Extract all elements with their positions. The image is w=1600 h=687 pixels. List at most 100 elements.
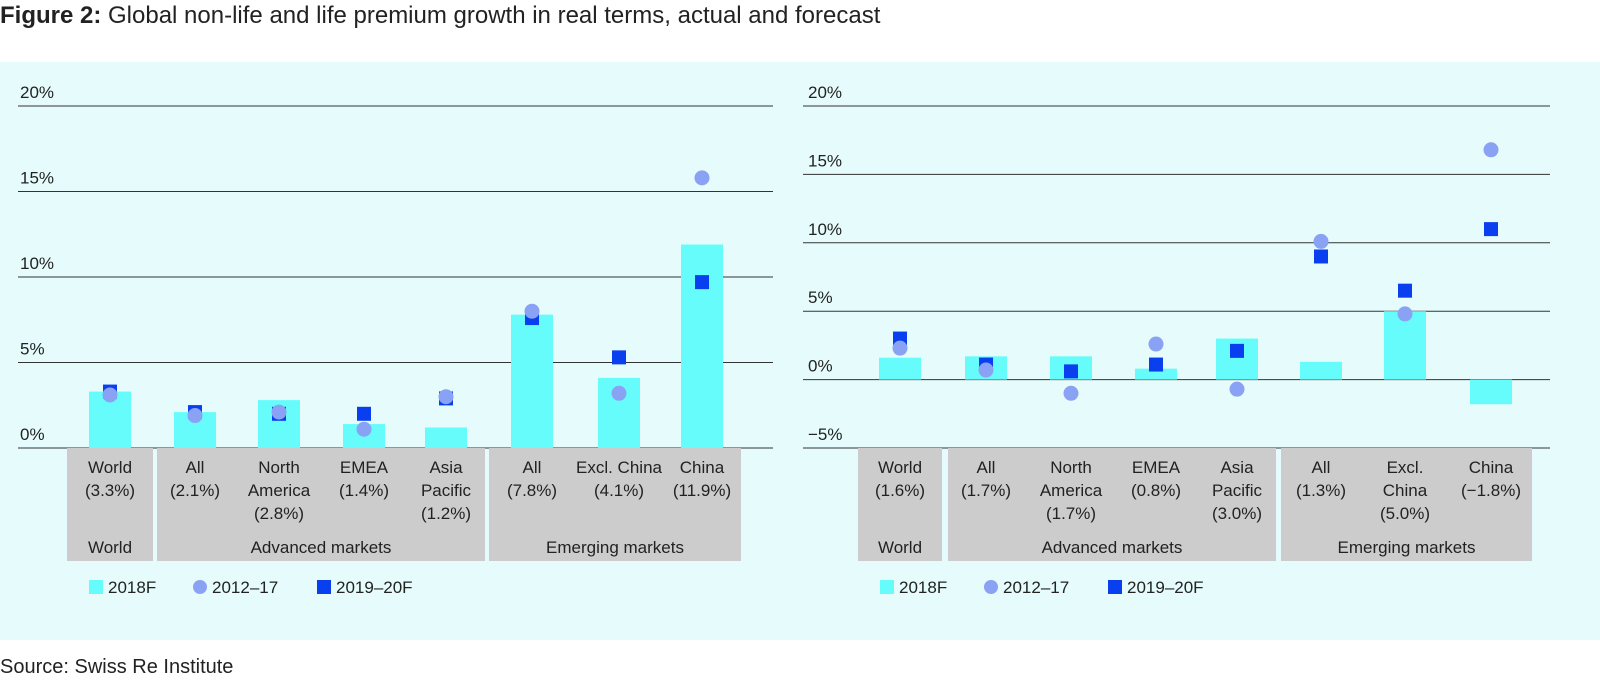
marker-2019-20f — [695, 275, 709, 290]
category-label: EMEA (0.8%) — [1131, 458, 1181, 500]
category-label-line: All — [186, 458, 205, 477]
figure-title: Figure 2: Global non-life and life premi… — [0, 2, 880, 30]
y-tick-label: 0% — [808, 357, 833, 376]
category-label-line: All — [977, 458, 996, 477]
y-tick-label: 0% — [20, 425, 45, 444]
category-label-line: (1.3%) — [1296, 481, 1346, 500]
category-label: All (7.8%) — [507, 458, 557, 500]
category-group-label: Emerging markets — [1338, 538, 1476, 557]
y-tick-label: 5% — [808, 288, 833, 307]
marker-2019-20f — [1064, 364, 1078, 379]
y-tick-label: 10% — [808, 220, 842, 239]
category-group-label: Advanced markets — [251, 538, 392, 557]
legend-swatch-circle — [193, 580, 207, 594]
bar-2018f — [879, 357, 921, 380]
category-label: China (11.9%) — [673, 458, 731, 500]
marker-2019-20f — [612, 350, 626, 365]
category-label-line: (2.1%) — [170, 481, 220, 500]
category-label-line: (1.6%) — [875, 481, 925, 500]
category-label: World (1.6%) — [875, 458, 925, 500]
legend-swatch-bar — [880, 580, 894, 594]
marker-2012-17 — [1313, 233, 1329, 249]
category-label-line: North — [258, 458, 300, 477]
legend-label: 2018F — [108, 578, 156, 597]
legend-label: 2019–20F — [336, 578, 413, 597]
marker-2012-17 — [694, 170, 710, 186]
category-label-line: (7.8%) — [507, 481, 557, 500]
bar-2018f — [1300, 361, 1342, 380]
marker-2019-20f — [1398, 283, 1412, 298]
bar-2018f — [1135, 368, 1177, 380]
legend-label: 2012–17 — [1003, 578, 1069, 597]
y-tick-label: 15% — [808, 151, 842, 170]
bar-2018f — [425, 427, 467, 448]
marker-2012-17 — [438, 389, 454, 405]
category-label-line: EMEA — [340, 458, 389, 477]
category-label: Excl. China (5.0%) — [1380, 458, 1430, 523]
category-label-line: Excl. China — [576, 458, 663, 477]
marker-2012-17 — [978, 362, 994, 378]
category-label: All (2.1%) — [170, 458, 220, 500]
marker-2019-20f — [1149, 357, 1163, 372]
category-label-line: (1.4%) — [339, 481, 389, 500]
chart-left: 0% 5% 10% 15% 20% World Advanced markets Emergi… — [18, 83, 773, 597]
y-tick-label: 20% — [808, 83, 842, 102]
category-group-label: Advanced markets — [1042, 538, 1183, 557]
legend-swatch-bar — [89, 580, 103, 594]
category-label-line: (4.1%) — [594, 481, 644, 500]
category-label: All (1.7%) — [961, 458, 1011, 500]
category-group-box — [157, 448, 485, 561]
marker-2012-17 — [1063, 385, 1079, 401]
category-label: EMEA (1.4%) — [339, 458, 389, 500]
figure-label: Figure 2: — [0, 2, 102, 29]
source-note: Source: Swiss Re Institute — [0, 656, 234, 678]
category-label-line: Pacific — [421, 481, 472, 500]
figure-title-text: Global non-life and life premium growth … — [108, 2, 881, 29]
marker-2012-17 — [611, 385, 627, 401]
category-label-line: Asia — [429, 458, 463, 477]
marker-2019-20f — [1484, 222, 1498, 237]
legend-label: 2012–17 — [212, 578, 278, 597]
category-label-line: China — [1469, 458, 1514, 477]
category-label: North America (1.7%) — [1040, 458, 1103, 523]
category-label-line: (1.7%) — [961, 481, 1011, 500]
category-label: Asia Pacific (3.0%) — [1212, 458, 1263, 523]
marker-2019-20f — [1314, 249, 1328, 264]
marker-2019-20f — [1230, 343, 1244, 358]
category-label-line: North — [1050, 458, 1092, 477]
category-label-line: (3.3%) — [85, 481, 135, 500]
category-label-line: China — [680, 458, 725, 477]
marker-2012-17 — [524, 303, 540, 319]
category-label-line: (1.7%) — [1046, 504, 1096, 523]
legend-swatch-square — [317, 580, 331, 594]
category-label: Excl. China (4.1%) — [576, 458, 663, 500]
category-label: North America (2.8%) — [248, 458, 311, 523]
legend-swatch-circle — [984, 580, 998, 594]
marker-2019-20f — [357, 406, 371, 421]
category-label: All (1.3%) — [1296, 458, 1346, 500]
legend-swatch-square — [1108, 580, 1122, 594]
category-group-label: Emerging markets — [546, 538, 684, 557]
marker-2012-17 — [356, 421, 372, 437]
marker-2012-17 — [1397, 306, 1413, 322]
marker-2012-17 — [187, 408, 203, 424]
category-group-box — [67, 448, 153, 561]
category-label-line: All — [523, 458, 542, 477]
marker-2012-17 — [1229, 381, 1245, 397]
category-label: China (−1.8%) — [1461, 458, 1521, 500]
category-label-line: China — [1383, 481, 1428, 500]
category-group-label: World — [878, 538, 922, 557]
y-tick-label: 20% — [20, 83, 54, 102]
category-label-line: Excl. — [1387, 458, 1424, 477]
category-label-line: World — [878, 458, 922, 477]
category-label-line: (2.8%) — [254, 504, 304, 523]
marker-2012-17 — [1148, 336, 1164, 352]
category-label: World (3.3%) — [85, 458, 135, 500]
category-label-line: (0.8%) — [1131, 481, 1181, 500]
legend-label: 2018F — [899, 578, 947, 597]
category-group-box — [1281, 448, 1532, 561]
y-tick-label: −5% — [808, 425, 843, 444]
marker-2012-17 — [892, 340, 908, 356]
legend-label: 2019–20F — [1127, 578, 1204, 597]
